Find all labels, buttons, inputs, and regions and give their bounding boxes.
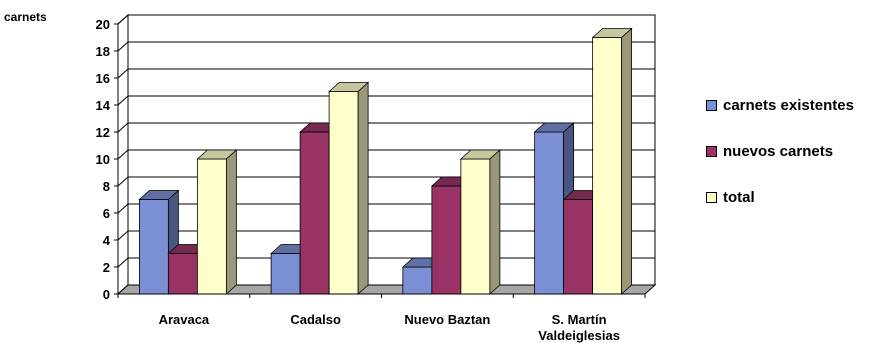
- y-tick-label: 18: [96, 44, 110, 59]
- x-tick-label: S. Martín: [552, 312, 607, 327]
- x-tick-label: Nuevo Baztan: [404, 312, 490, 327]
- bar: [328, 81, 370, 295]
- legend-item-nuevos: nuevos carnets: [706, 140, 854, 162]
- gridline-side: [117, 122, 129, 133]
- bar-side: [357, 81, 369, 295]
- gridline-side: [117, 149, 129, 160]
- bar-front: [460, 158, 491, 295]
- x-tick-label: Valdeiglesias: [538, 328, 620, 343]
- bar-front: [299, 131, 330, 295]
- gridline-side: [117, 68, 129, 79]
- gridline-side: [117, 14, 129, 25]
- gridline-side: [117, 203, 129, 214]
- bar-front: [431, 185, 462, 295]
- bar-front: [328, 91, 359, 295]
- bar-front: [138, 199, 169, 295]
- bar-front: [563, 199, 594, 295]
- bar-side: [621, 27, 633, 295]
- y-tick-label: 6: [103, 206, 110, 221]
- legend-label-existentes: carnets existentes: [723, 96, 854, 114]
- bar-front: [592, 37, 623, 295]
- bar-front: [196, 158, 227, 295]
- bar-side: [225, 149, 237, 295]
- bar-front: [167, 253, 198, 295]
- legend: carnets existentes nuevos carnets total: [706, 94, 854, 232]
- y-axis-label: carnets: [4, 10, 47, 24]
- legend-swatch-nuevos: [706, 145, 717, 157]
- legend-swatch-total: [706, 191, 717, 203]
- y-tick-label: 8: [103, 179, 110, 194]
- bar-side: [489, 149, 501, 295]
- y-tick-label: 2: [103, 260, 110, 275]
- bar-front: [402, 266, 433, 295]
- gridline-side: [117, 230, 129, 241]
- y-tick-label: 20: [96, 17, 110, 32]
- y-tick-label: 14: [96, 98, 111, 113]
- x-tick-label: Aravaca: [159, 312, 210, 327]
- legend-label-nuevos: nuevos carnets: [723, 142, 834, 160]
- bar-front: [534, 131, 565, 295]
- bar: [196, 149, 238, 295]
- legend-item-existentes: carnets existentes: [706, 94, 854, 116]
- gridline-side: [117, 176, 129, 187]
- y-tick-label: 0: [103, 287, 110, 302]
- y-tick-label: 4: [103, 233, 111, 248]
- y-tick-label: 10: [96, 152, 110, 167]
- legend-label-total: total: [723, 188, 755, 206]
- bar: [459, 149, 501, 295]
- bar-front: [270, 253, 301, 295]
- gridline-side: [117, 95, 129, 106]
- gridline-side: [117, 257, 129, 268]
- y-tick-label: 16: [96, 71, 110, 86]
- gridline-side: [117, 41, 129, 52]
- x-tick-label: Cadalso: [290, 312, 341, 327]
- legend-swatch-existentes: [706, 99, 717, 111]
- bar: [591, 27, 633, 295]
- y-tick-label: 12: [96, 125, 110, 140]
- legend-item-total: total: [706, 186, 854, 208]
